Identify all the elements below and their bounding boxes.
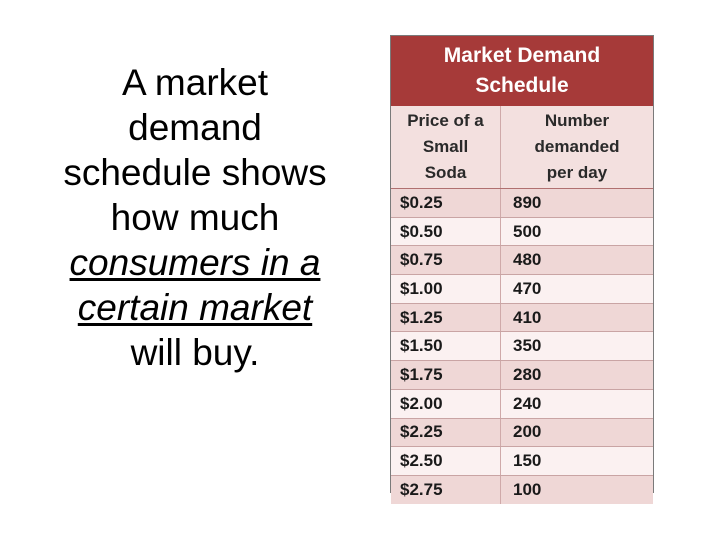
text-line: will buy. (130, 332, 260, 373)
quantity-cell: 280 (500, 360, 653, 390)
demand-schedule-table: Market Demand Schedule Price of a Small … (390, 35, 654, 504)
table-row: $1.75 280 (391, 360, 653, 390)
price-cell: $1.50 (391, 331, 501, 362)
table-title-line: Schedule (475, 74, 569, 97)
header-line: Number (544, 111, 610, 130)
table-title: Market Demand Schedule (391, 36, 653, 106)
header-line: Soda (424, 163, 467, 182)
quantity-cell: 410 (500, 303, 653, 333)
header-quantity: Number demanded per day (500, 106, 653, 189)
table-row: $0.75 480 (391, 245, 653, 276)
schedule-grid: Price of a Small Soda Number demanded pe… (391, 106, 653, 504)
quantity-cell: 890 (500, 188, 653, 218)
header-line: per day (546, 163, 608, 182)
table-row: $2.75 100 (391, 475, 653, 504)
table-row: $0.25 890 (391, 188, 653, 218)
price-cell: $1.25 (391, 303, 501, 333)
price-cell: $0.75 (391, 245, 501, 276)
header-line: Price of a (407, 111, 484, 130)
quantity-cell: 500 (500, 217, 653, 247)
text-line: how much (110, 197, 280, 238)
price-cell: $1.75 (391, 360, 501, 390)
quantity-cell: 200 (500, 418, 653, 448)
table-row: $1.25 410 (391, 303, 653, 333)
table-row: $1.00 470 (391, 274, 653, 304)
header-price: Price of a Small Soda (391, 106, 501, 189)
price-cell: $2.25 (391, 418, 501, 448)
slide-body-text: A market demand schedule shows how much … (40, 60, 350, 375)
price-cell: $0.50 (391, 217, 501, 247)
table-row: $2.25 200 (391, 418, 653, 448)
quantity-cell: 480 (500, 245, 653, 276)
table-body: $0.25 890 $0.50 500 $0.75 480 $1.00 470 $1.25 410… (391, 188, 653, 504)
quantity-cell: 100 (500, 475, 653, 504)
table-row: $0.50 500 (391, 217, 653, 247)
quantity-cell: 240 (500, 389, 653, 419)
emphasized-text-line: certain market (77, 287, 313, 328)
price-cell: $2.75 (391, 475, 501, 504)
text-line: demand (128, 107, 262, 148)
price-cell: $2.50 (391, 446, 501, 476)
header-line: Small (422, 137, 469, 156)
table-row: $2.50 150 (391, 446, 653, 476)
price-cell: $0.25 (391, 188, 501, 218)
quantity-cell: 150 (500, 446, 653, 476)
quantity-cell: 350 (500, 331, 653, 362)
emphasized-text-line: consumers in a (69, 242, 321, 283)
table-header-row: Price of a Small Soda Number demanded pe… (391, 106, 653, 189)
table-title-line: Market Demand (443, 44, 601, 67)
text-line: A market (122, 62, 268, 103)
price-cell: $2.00 (391, 389, 501, 419)
header-line: demanded (534, 137, 620, 156)
price-cell: $1.00 (391, 274, 501, 304)
table-row: $1.50 350 (391, 331, 653, 362)
quantity-cell: 470 (500, 274, 653, 304)
table-row: $2.00 240 (391, 389, 653, 419)
text-line: schedule shows (63, 152, 327, 193)
